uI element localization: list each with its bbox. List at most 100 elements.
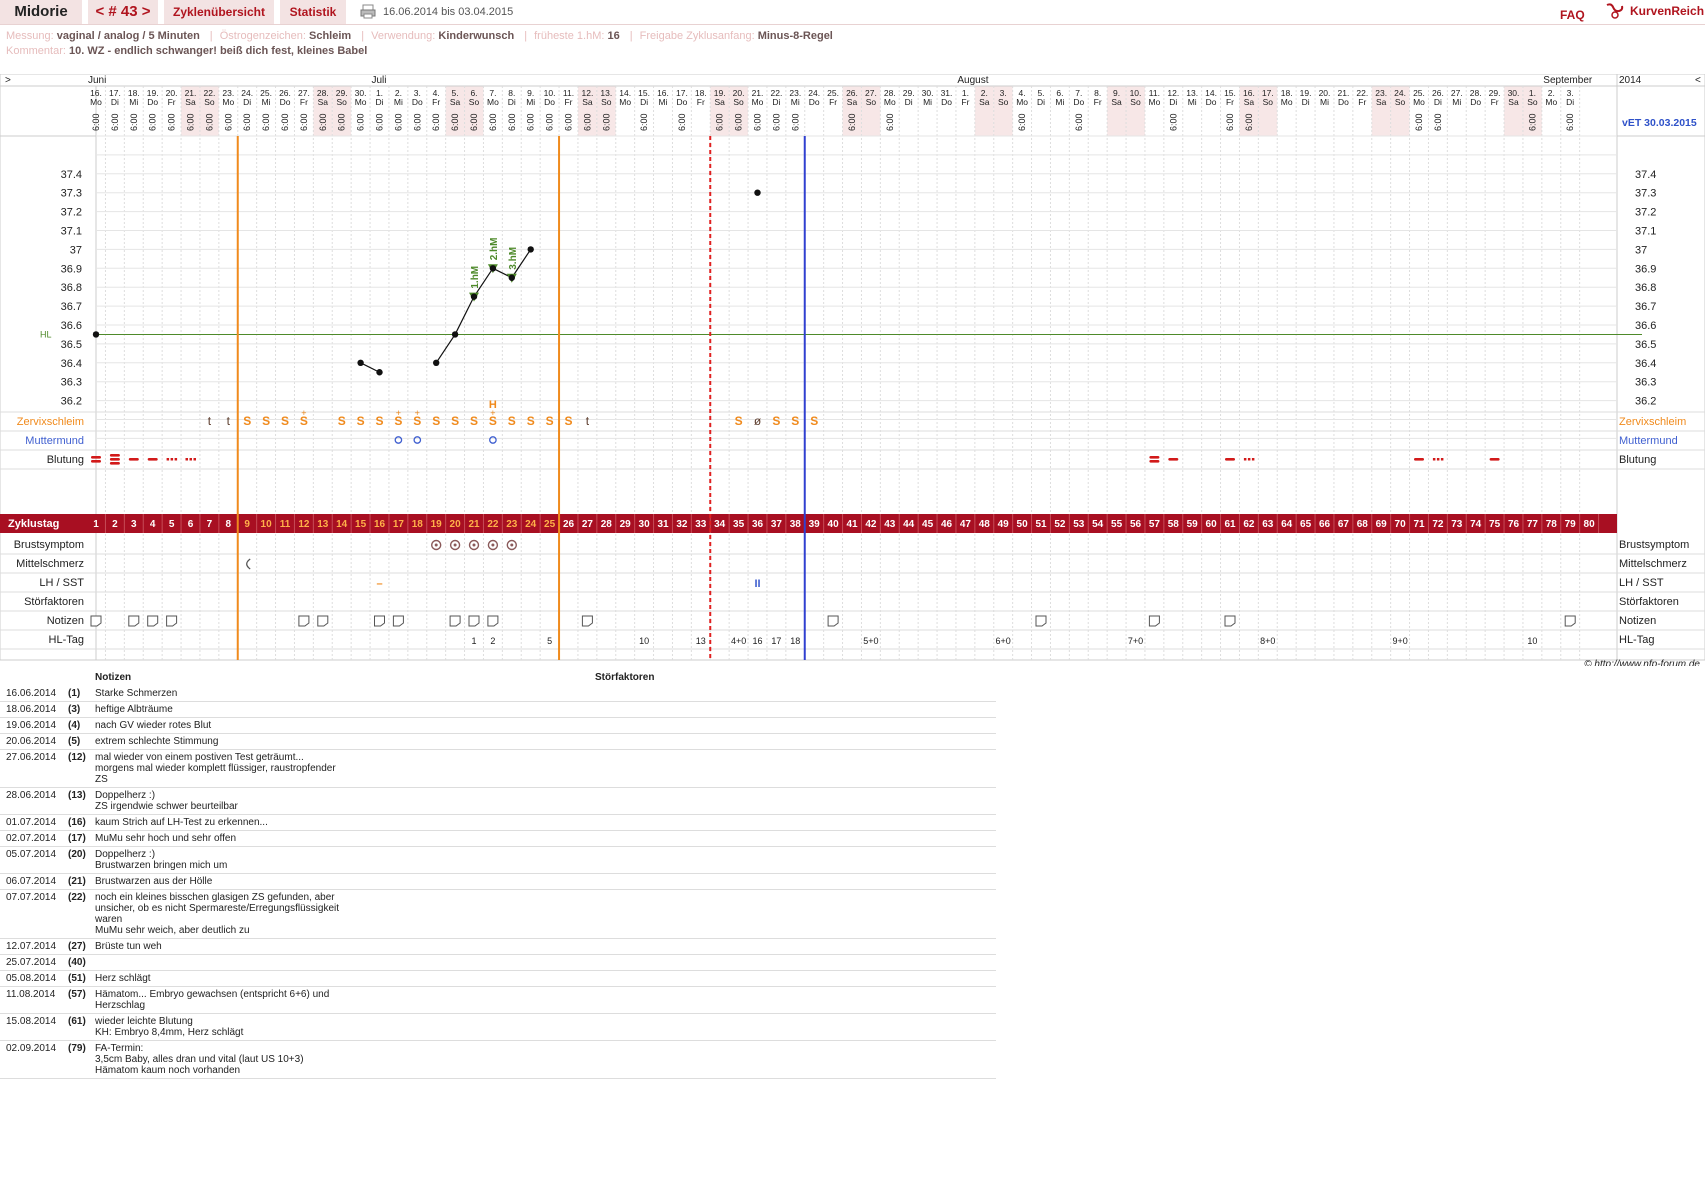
- day-weekday: Sa: [714, 97, 725, 107]
- day-weekday: Mo: [1545, 97, 1557, 107]
- y-tick-left: 36.8: [61, 282, 82, 294]
- y-tick-left: 36.7: [61, 301, 82, 313]
- cycle-day-number: 59: [1187, 519, 1199, 530]
- mucus-mark: S: [546, 414, 554, 428]
- mittelschmerz-mark: [246, 558, 251, 570]
- row-label-left: Notizen: [47, 615, 84, 627]
- day-weekday: Di: [375, 97, 383, 107]
- day-weekday: Sa: [1111, 97, 1122, 107]
- bleeding-dot: [1432, 458, 1436, 461]
- mucus-mark: ø: [754, 414, 762, 428]
- day-date: 2.: [981, 88, 988, 98]
- temp-point: [527, 246, 534, 253]
- cycle-day-number: 41: [846, 519, 858, 530]
- day-weekday: Mo: [90, 97, 102, 107]
- nav-right-arrow: <: [1695, 75, 1701, 86]
- note-cycle-day: (3): [68, 704, 81, 715]
- day-weekday: Di: [243, 97, 251, 107]
- note-icon: [468, 615, 480, 627]
- stoerfaktoren-header: Störfaktoren: [595, 672, 655, 683]
- bleeding-dot: [170, 458, 174, 461]
- cycle-day-number: 20: [450, 519, 462, 530]
- y-tick-left: 36.5: [61, 339, 82, 351]
- cycle-day-number: 57: [1149, 519, 1161, 530]
- notes-row: 07.07.2014 (22) noch ein kleines bisschen …: [0, 890, 996, 939]
- notes-row: 27.06.2014 (12) mal wieder von einem posti…: [0, 750, 996, 788]
- vet-label: vET 30.03.2015: [1622, 117, 1697, 129]
- bleeding-bar: [1489, 458, 1500, 461]
- day-time: 6:00: [677, 113, 687, 131]
- note-date: 18.06.2014: [6, 704, 57, 715]
- printer-icon[interactable]: [360, 4, 376, 19]
- cycle-day-number: 47: [960, 519, 972, 530]
- kurvenreich-logo-icon: [1606, 3, 1624, 19]
- day-date: 2.: [395, 88, 402, 98]
- weekend-band: [710, 86, 730, 136]
- weekend-band: [199, 86, 219, 136]
- brand-name[interactable]: KurvenReich: [1630, 4, 1705, 18]
- cycle-day-number: 48: [979, 519, 991, 530]
- mucus-mark: S: [735, 414, 743, 428]
- tab-zyklenuebersicht[interactable]: Zyklenübersicht: [164, 0, 274, 24]
- temp-point: [489, 265, 497, 272]
- note-icon: [449, 615, 461, 627]
- note-cycle-day: (79): [68, 1043, 86, 1054]
- day-weekday: So: [469, 97, 480, 107]
- day-date: 18.: [128, 88, 140, 98]
- cycle-day-number: 32: [676, 519, 688, 530]
- day-weekday: Sa: [582, 97, 593, 107]
- row-label-right: LH / SST: [1619, 577, 1664, 589]
- day-weekday: Mo: [619, 97, 631, 107]
- day-date: 9.: [527, 88, 534, 98]
- day-time: 6:00: [564, 113, 574, 131]
- day-time: 6:00: [148, 113, 158, 131]
- bleeding-bar: [128, 458, 139, 461]
- day-date: 13.: [600, 88, 612, 98]
- cycle-day-number: 5: [169, 519, 175, 530]
- breast-symptom-dot: [453, 543, 457, 547]
- day-date: 31.: [941, 88, 953, 98]
- weekend-band: [1126, 86, 1145, 136]
- hl-day-label: 10: [1527, 636, 1537, 646]
- faq-link[interactable]: FAQ: [1560, 8, 1585, 22]
- day-weekday: Fr: [1094, 97, 1102, 107]
- freigabe-label: Freigabe Zyklusanfang:: [639, 30, 755, 42]
- temp-point: [508, 274, 515, 281]
- day-weekday: Mi: [1055, 97, 1064, 107]
- row-label-right: Brustsymptom: [1619, 539, 1689, 551]
- month-label: Juli: [372, 75, 387, 86]
- bleeding-bar: [1225, 458, 1235, 461]
- day-date: 16.: [1243, 88, 1255, 98]
- note-cycle-day: (13): [68, 790, 86, 801]
- note-date: 07.07.2014: [6, 892, 57, 903]
- note-icon: [317, 615, 329, 627]
- day-time: 6:00: [431, 113, 441, 131]
- notes-row: 15.08.2014 (61) wieder leichte Blutung KH:…: [0, 1014, 996, 1041]
- note-date: 06.07.2014: [6, 876, 57, 887]
- cycle-day-number: 10: [261, 519, 273, 530]
- day-weekday: Do: [147, 97, 158, 107]
- cycle-day-number: 38: [790, 519, 802, 530]
- cycle-navigator[interactable]: < # 43 >: [88, 0, 158, 24]
- y-tick-left: 36.4: [61, 358, 82, 370]
- day-date: 30.: [355, 88, 367, 98]
- cycle-day-number: 69: [1376, 519, 1388, 530]
- day-weekday: Mi: [659, 97, 668, 107]
- note-icon: [827, 615, 839, 627]
- tab-statistik[interactable]: Statistik: [280, 0, 346, 24]
- row-label-left: Blutung: [47, 454, 84, 466]
- cycle-day-number: 4: [150, 519, 156, 530]
- mucus-mark: S: [470, 414, 478, 428]
- y-tick-right: 37.1: [1635, 226, 1656, 238]
- breast-symptom-dot: [434, 543, 438, 547]
- note-date: 05.07.2014: [6, 849, 57, 860]
- day-weekday: Do: [1338, 97, 1349, 107]
- cycle-day-number: 76: [1508, 519, 1520, 530]
- note-text: heftige Albträume: [95, 704, 173, 715]
- notes-row: 11.08.2014 (57) Hämatom... Embryo gewachse…: [0, 987, 996, 1014]
- day-time: 6:00: [1527, 113, 1537, 131]
- day-date: 26.: [279, 88, 291, 98]
- temp-segment: [454, 296, 475, 335]
- mucus-mark: S: [527, 414, 535, 428]
- y-tick-right: 36.9: [1635, 263, 1656, 275]
